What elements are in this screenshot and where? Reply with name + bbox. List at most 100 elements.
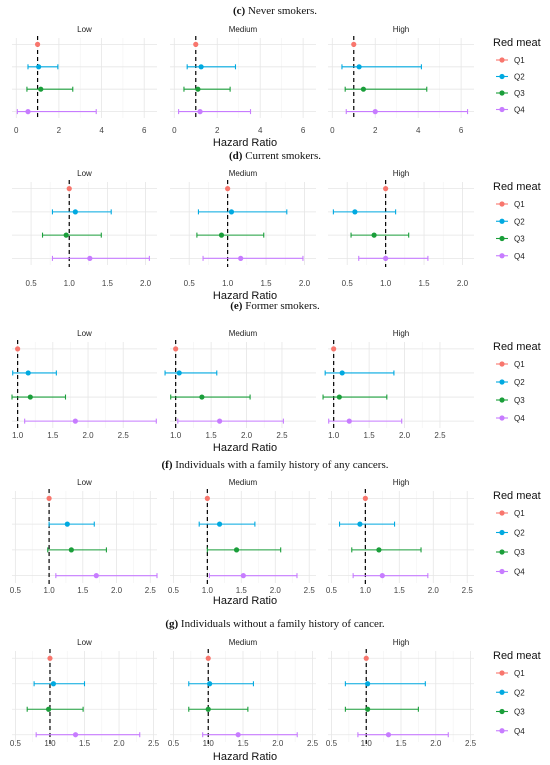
ci-row-q2 (332, 209, 397, 215)
facet-title: Low (77, 329, 92, 338)
facet-background (328, 38, 474, 118)
x-tick-label: 2.5 (434, 431, 446, 440)
ci-row-q3 (351, 547, 422, 553)
ci-row-q1 (47, 655, 53, 661)
x-tick-label: 2.0 (399, 431, 411, 440)
caption-label: (f) (162, 459, 173, 471)
x-tick-label: 2.0 (272, 739, 284, 748)
x-tick-label: 2 (57, 126, 62, 135)
x-tick-label: 0 (172, 126, 177, 135)
legend-label: Q2 (514, 529, 525, 538)
x-tick-label: 1.5 (102, 279, 114, 288)
x-tick-label: 2.0 (82, 431, 94, 440)
hr-point (199, 394, 205, 400)
facet-medium: 1.0 1.5 2.0 2.5 Medium (164, 329, 316, 440)
hr-point (376, 547, 382, 553)
x-tick-label: 0.5 (342, 279, 354, 288)
ci-row-q1 (66, 186, 72, 192)
x-tick-label: 2.5 (465, 739, 477, 748)
facet-title: High (393, 25, 409, 34)
hr-point (46, 495, 52, 501)
hr-point (238, 255, 244, 261)
facet-background (170, 38, 316, 118)
x-tick-label: 4 (416, 126, 421, 135)
ci-row-q3 (47, 547, 107, 553)
panel-d: (d) Current smokers. 0.5 1.0 1.5 2.0 Low 0.5 1.… (12, 150, 541, 302)
facet-background (12, 491, 157, 583)
panel-caption: (g) Individuals without a family history… (165, 618, 385, 630)
x-axis-label: Hazard Ratio (213, 137, 277, 149)
legend-label: Q4 (514, 106, 525, 115)
hr-point (371, 232, 377, 238)
ci-row-q4 (177, 418, 284, 424)
x-tick-label: 0.5 (184, 279, 196, 288)
facet-background (12, 38, 157, 118)
facet-background (170, 182, 316, 265)
ci-row-q1 (173, 346, 179, 352)
legend-title: Red meat (493, 37, 541, 49)
caption-label: (g) (165, 618, 178, 630)
x-tick-label: 1.5 (237, 739, 249, 748)
hr-point (63, 232, 69, 238)
facet-background (328, 182, 474, 265)
ci-row-q4 (357, 732, 449, 738)
x-tick-label: 2.5 (148, 739, 160, 748)
x-axis-label: Hazard Ratio (213, 751, 277, 763)
x-tick-label: 1.5 (260, 279, 272, 288)
x-tick-label: 2.5 (145, 586, 157, 595)
hr-point (365, 681, 371, 687)
facet-title: Medium (229, 169, 258, 178)
ci-row-q4 (55, 573, 158, 579)
hr-point (47, 655, 53, 661)
legend: Red meat Q1 Q2 Q3 Q4 (493, 181, 541, 261)
ci-row-q1 (193, 41, 199, 48)
ci-row-q1 (363, 655, 369, 661)
hr-point (228, 209, 235, 215)
legend-label: Q4 (514, 727, 525, 736)
legend-key-point (499, 510, 505, 516)
ci-row-q1 (34, 41, 41, 48)
ci-row-q2 (33, 681, 86, 687)
x-tick-label: 2.5 (118, 431, 130, 440)
ci-row-q1 (383, 186, 389, 192)
ci-row-q2 (164, 370, 218, 376)
x-tick-label: 1.0 (202, 586, 214, 595)
ci-row-q1 (205, 655, 211, 661)
legend-key-point (499, 415, 505, 421)
ci-row-q4 (352, 573, 429, 579)
ci-row-q3 (350, 232, 410, 238)
hr-point (383, 255, 389, 261)
x-tick-label: 2.0 (299, 279, 311, 288)
hr-point (38, 86, 44, 92)
ci-row-q4 (178, 109, 252, 115)
ci-row-q4 (202, 255, 304, 261)
x-tick-label: 2.0 (140, 279, 152, 288)
hr-point (50, 681, 57, 687)
x-tick-label: 1.0 (44, 586, 56, 595)
x-tick-label: 0.5 (168, 739, 180, 748)
ci-row-q1 (351, 41, 357, 48)
facet-title: Low (77, 478, 92, 487)
legend-label: Q2 (514, 688, 525, 697)
x-axis-label: Hazard Ratio (213, 290, 277, 302)
facet-low: 0.5 1.0 1.5 2.0 Low (12, 169, 157, 288)
hr-point (225, 186, 231, 192)
ci-row-q4 (345, 109, 469, 115)
caption-text: Individuals without a family history of … (181, 618, 385, 630)
x-tick-label: 4 (99, 126, 104, 135)
ci-row-q4 (51, 255, 150, 261)
facet-medium: 0 2 4 6 Medium (170, 25, 316, 135)
facet-title: Medium (229, 478, 258, 487)
legend-label: Q3 (514, 235, 525, 244)
x-tick-label: 2 (215, 126, 220, 135)
hr-point (173, 346, 179, 352)
ci-row-q3 (344, 86, 428, 92)
legend-key-point (499, 397, 505, 403)
x-tick-label: 0 (14, 126, 19, 135)
legend-key-point (499, 379, 505, 385)
x-tick-label: 0.5 (326, 739, 338, 748)
x-tick-label: 0.5 (168, 586, 180, 595)
ci-row-q3 (322, 394, 388, 400)
facet-low: 1.0 1.5 2.0 2.5 Low (11, 329, 157, 440)
